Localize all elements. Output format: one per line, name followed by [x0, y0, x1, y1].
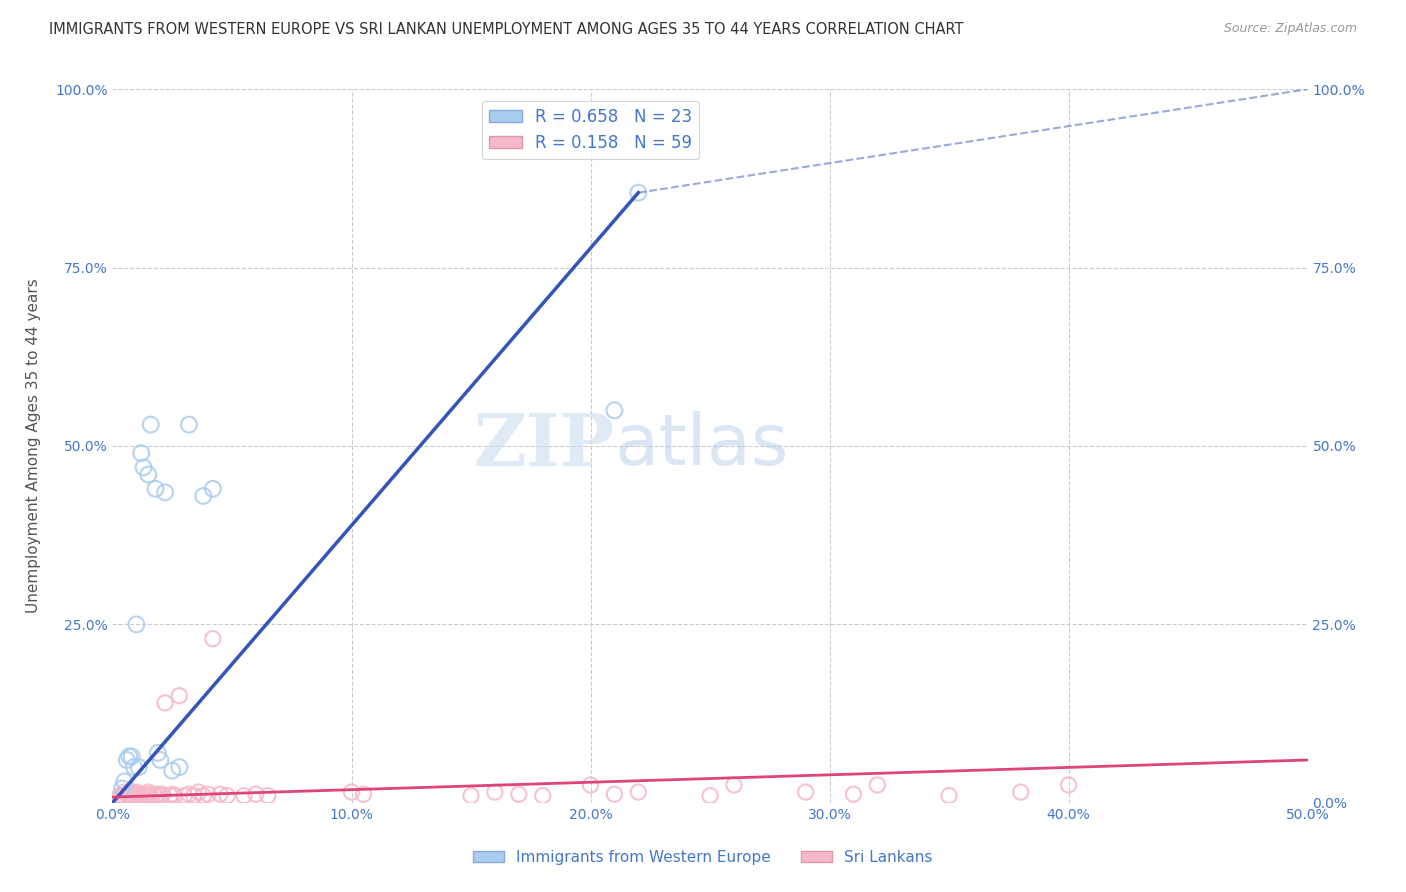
Point — [460, 789, 482, 803]
Point — [114, 785, 135, 799]
Point — [193, 789, 215, 803]
Point — [132, 460, 155, 475]
Point — [125, 617, 148, 632]
Point — [146, 746, 169, 760]
Point — [187, 785, 209, 799]
Point — [152, 787, 174, 801]
Text: Source: ZipAtlas.com: Source: ZipAtlas.com — [1223, 22, 1357, 36]
Point — [125, 785, 148, 799]
Point — [114, 789, 135, 803]
Point — [139, 417, 162, 432]
Point — [699, 789, 721, 803]
Point — [153, 696, 176, 710]
Point — [193, 489, 215, 503]
Point — [129, 787, 152, 801]
Point — [1057, 778, 1080, 792]
Text: IMMIGRANTS FROM WESTERN EUROPE VS SRI LANKAN UNEMPLOYMENT AMONG AGES 35 TO 44 YE: IMMIGRANTS FROM WESTERN EUROPE VS SRI LA… — [49, 22, 963, 37]
Point — [245, 787, 267, 801]
Point — [111, 781, 134, 796]
Point — [197, 787, 219, 801]
Point — [122, 760, 145, 774]
Point — [115, 787, 138, 801]
Point — [627, 186, 650, 200]
Y-axis label: Unemployment Among Ages 35 to 44 years: Unemployment Among Ages 35 to 44 years — [27, 278, 41, 614]
Point — [142, 787, 165, 801]
Point — [128, 760, 150, 774]
Point — [118, 785, 141, 799]
Point — [723, 778, 745, 792]
Point — [162, 787, 183, 801]
Point — [132, 789, 155, 803]
Point — [121, 785, 143, 799]
Point — [108, 789, 131, 803]
Point — [484, 785, 506, 799]
Point — [128, 789, 150, 803]
Point — [125, 787, 148, 801]
Point — [139, 789, 162, 803]
Point — [169, 760, 191, 774]
Point — [794, 785, 817, 799]
Point — [145, 789, 167, 803]
Point — [217, 789, 239, 803]
Point — [145, 482, 167, 496]
Point — [842, 787, 865, 801]
Point — [149, 789, 172, 803]
Point — [138, 467, 160, 482]
Point — [1010, 785, 1032, 799]
Point — [146, 787, 169, 801]
Point — [115, 753, 138, 767]
Point — [201, 632, 224, 646]
Point — [938, 789, 960, 803]
Point — [138, 785, 160, 799]
Point — [114, 774, 135, 789]
Point — [177, 417, 200, 432]
Point — [159, 789, 181, 803]
Point — [866, 778, 889, 792]
Text: ZIP: ZIP — [474, 410, 614, 482]
Point — [118, 789, 141, 803]
Point — [579, 778, 602, 792]
Point — [183, 789, 205, 803]
Point — [138, 789, 160, 803]
Point — [340, 785, 363, 799]
Point — [122, 789, 145, 803]
Point — [177, 787, 200, 801]
Point — [153, 485, 176, 500]
Text: atlas: atlas — [614, 411, 789, 481]
Point — [508, 787, 530, 801]
Legend: Immigrants from Western Europe, Sri Lankans: Immigrants from Western Europe, Sri Lank… — [467, 844, 939, 871]
Point — [118, 749, 141, 764]
Point — [121, 749, 143, 764]
Legend: R = 0.658   N = 23, R = 0.158   N = 59: R = 0.658 N = 23, R = 0.158 N = 59 — [482, 101, 699, 159]
Point — [129, 446, 152, 460]
Point — [149, 753, 172, 767]
Point — [603, 787, 626, 801]
Point — [162, 764, 183, 778]
Point — [603, 403, 626, 417]
Point — [121, 789, 143, 803]
Point — [163, 789, 186, 803]
Point — [135, 787, 157, 801]
Point — [352, 787, 374, 801]
Point — [531, 789, 554, 803]
Point — [233, 789, 256, 803]
Point — [627, 785, 650, 799]
Point — [173, 789, 195, 803]
Point — [209, 787, 232, 801]
Point — [1129, 808, 1152, 822]
Point — [169, 689, 191, 703]
Point — [257, 789, 280, 803]
Point — [111, 789, 134, 803]
Point — [201, 482, 224, 496]
